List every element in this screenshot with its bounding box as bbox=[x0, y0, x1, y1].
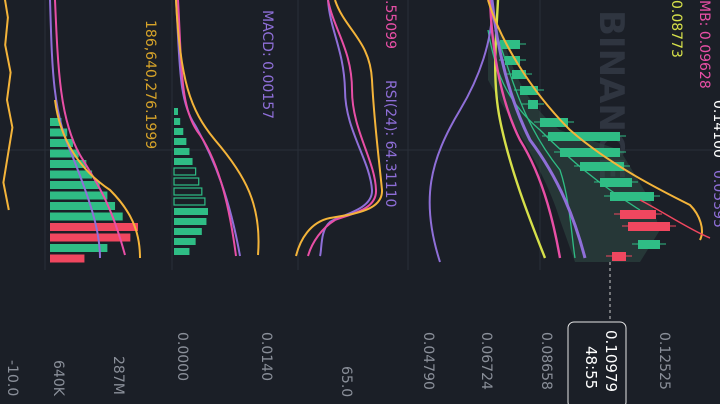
candle-body bbox=[512, 70, 526, 79]
candle-body bbox=[610, 192, 654, 201]
price-panel bbox=[428, 0, 711, 263]
ma-label-upper: 0.14100 bbox=[710, 100, 720, 158]
volume-ma-line bbox=[49, 0, 101, 259]
macd-bar bbox=[174, 108, 178, 115]
candle-body bbox=[528, 100, 538, 109]
price-ma-slow bbox=[428, 0, 494, 263]
rsi-panel bbox=[295, 0, 384, 257]
volume-bar bbox=[50, 254, 85, 263]
macd-bar bbox=[174, 238, 196, 245]
volume-bar bbox=[50, 223, 138, 231]
volume-bar bbox=[50, 160, 87, 168]
macd-bar bbox=[174, 248, 190, 255]
volume-bar bbox=[50, 139, 73, 147]
price-ma-slow-2 bbox=[490, 0, 587, 259]
volume-axis-label: 640K bbox=[50, 360, 66, 397]
rsi-line bbox=[307, 0, 378, 257]
macd-bar bbox=[174, 148, 190, 155]
macd-panel bbox=[173, 0, 260, 257]
ma-label-lower: 0.05395 bbox=[710, 170, 720, 228]
volume-bar bbox=[50, 149, 79, 158]
volume-axis-label: 287M bbox=[110, 356, 126, 395]
macd-axis-label: 0.0140 bbox=[258, 332, 274, 381]
candle-body bbox=[560, 148, 620, 157]
volume-label: 186,640,276.1999 bbox=[142, 20, 158, 149]
volume-bar bbox=[50, 118, 62, 126]
volume-bar bbox=[50, 181, 100, 189]
volume-ma-line bbox=[54, 0, 126, 256]
macd-bar bbox=[173, 167, 197, 176]
candle-body bbox=[500, 40, 520, 49]
macd-bar bbox=[174, 128, 184, 135]
price-ma-fast bbox=[487, 0, 703, 241]
macd-bar bbox=[173, 177, 200, 186]
candle-body bbox=[612, 252, 626, 261]
volume-ma-line bbox=[54, 99, 141, 259]
macd-label: MACD: 0.00157 bbox=[259, 10, 275, 119]
macd-bar bbox=[174, 158, 193, 165]
volume-bar bbox=[50, 128, 68, 137]
macd-bar bbox=[174, 138, 187, 145]
volume-panel bbox=[49, 0, 141, 263]
macd-bar bbox=[173, 197, 206, 206]
macd-bar bbox=[174, 118, 181, 125]
price-ma-down bbox=[639, 199, 711, 239]
candle-body bbox=[580, 162, 624, 171]
price-axis-label: 0.04790 bbox=[420, 332, 436, 390]
bollinger-band bbox=[488, 30, 660, 262]
price-tooltip: 0.10979 48:55 bbox=[567, 262, 627, 404]
candle-body bbox=[548, 132, 620, 141]
macd-bar bbox=[174, 218, 207, 225]
rsi-label: RSI(24): 64.31110 bbox=[382, 80, 398, 207]
candle-body bbox=[540, 118, 568, 127]
price-axis-label: 0.06724 bbox=[478, 332, 494, 390]
volume-bar bbox=[50, 191, 108, 200]
tooltip-price: 0.10979 bbox=[602, 330, 620, 392]
price-axis-label: 0.12525 bbox=[656, 332, 672, 390]
volume-bar bbox=[50, 233, 131, 242]
rsi-prefix-label: .55099 bbox=[382, 0, 398, 49]
tooltip-box bbox=[567, 321, 627, 404]
volume-bar bbox=[50, 202, 116, 210]
volume-bar bbox=[50, 212, 123, 221]
macd-line bbox=[175, 0, 241, 257]
volume-bar bbox=[50, 244, 108, 252]
osc-axis-label: -10.0 bbox=[4, 360, 20, 396]
ma-label-extra: 0.08773 bbox=[668, 0, 684, 58]
price-axis-label: 0.08658 bbox=[538, 332, 554, 390]
tooltip-time: 48:55 bbox=[582, 346, 600, 389]
ma-label-mb: MB: 0.09628 bbox=[696, 0, 712, 89]
macd-bar bbox=[173, 187, 203, 196]
candle-body bbox=[638, 240, 660, 249]
candle-body bbox=[628, 222, 670, 231]
macd-ma-line bbox=[175, 0, 260, 256]
macd-axis-label: 0.0000 bbox=[174, 332, 190, 381]
rsi-axis-label: 65.0 bbox=[338, 366, 354, 397]
osc-series-line bbox=[2, 0, 14, 211]
oscillator-panel bbox=[2, 0, 14, 211]
rsi-line bbox=[295, 0, 384, 257]
candle-body bbox=[620, 210, 656, 219]
macd-bar bbox=[174, 228, 202, 235]
candle-body bbox=[600, 178, 632, 187]
candle-body bbox=[505, 56, 520, 65]
volume-bar bbox=[50, 170, 93, 179]
candle-body bbox=[520, 86, 538, 95]
price-ma-mid bbox=[488, 0, 562, 259]
macd-bar bbox=[174, 208, 208, 215]
